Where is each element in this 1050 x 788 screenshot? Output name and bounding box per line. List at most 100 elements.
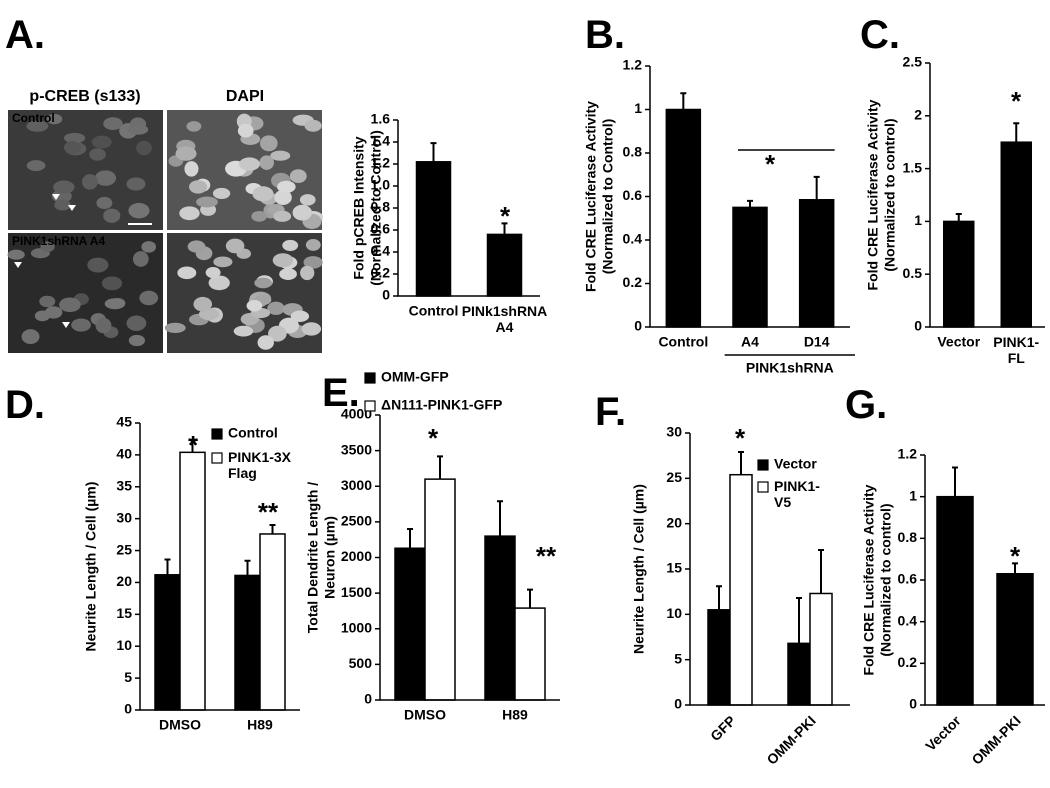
y-tick-label: 0.8	[623, 144, 643, 160]
arrowhead	[68, 205, 76, 211]
axis	[139, 423, 300, 711]
arrowhead	[52, 194, 60, 200]
nucleus	[81, 174, 98, 190]
y-axis-label: Total Dendrite Length /Neuron (µm)	[304, 482, 337, 634]
x-tick-label: PINK1-FL	[993, 334, 1039, 366]
nucleus	[63, 132, 86, 144]
nucleus	[53, 180, 75, 194]
error-bar	[189, 438, 196, 453]
y-tick-label: 0.4	[371, 243, 391, 259]
y-tick-label: 10	[116, 637, 132, 653]
nucleus	[259, 155, 274, 170]
nucleus	[189, 180, 208, 194]
axis	[689, 433, 850, 706]
nucleus	[212, 187, 231, 200]
bar	[809, 592, 833, 706]
nucleus	[274, 189, 292, 206]
error-bar	[430, 142, 437, 162]
y-tick-label: 10	[666, 605, 682, 621]
x-tick-label: PINk1shRNA A4	[462, 303, 548, 335]
nucleus	[87, 257, 109, 273]
nucleus	[164, 322, 186, 334]
nucleus	[273, 210, 292, 222]
panel-label: G.	[845, 383, 887, 427]
y-tick-label: 1	[914, 212, 922, 228]
y-tick-label: 0.4	[898, 612, 918, 628]
error-bar	[1013, 122, 1020, 143]
nucleus	[101, 276, 123, 291]
nucleus	[237, 123, 254, 138]
nucleus	[270, 150, 291, 161]
nucleus	[300, 265, 315, 281]
annotation: *	[735, 423, 746, 453]
nucleus	[252, 186, 274, 202]
nucleus	[238, 157, 260, 171]
x-tick-label: H89	[247, 717, 273, 733]
y-tick-label: 5	[124, 669, 132, 685]
x-tick-label: A4	[741, 334, 759, 350]
legend-label: PINK1-3X Flag	[228, 449, 292, 481]
error-bar	[813, 175, 820, 200]
y-tick-label: 25	[116, 541, 132, 557]
y-tick-label: 20	[666, 514, 682, 530]
y-tick-label: 45	[116, 414, 132, 430]
legend-swatch	[211, 428, 223, 440]
y-axis-label: Neurite Length / Cell (µm)	[631, 484, 647, 654]
legend-swatch	[364, 372, 376, 384]
nucleus	[54, 199, 71, 211]
legend-label: ΔN111-PINK1-GFP	[381, 397, 502, 413]
y-tick-label: 35	[116, 477, 132, 493]
nucleus	[34, 310, 51, 322]
image-label: PINK1shRNA A4	[12, 234, 105, 248]
bar	[424, 478, 456, 701]
y-tick-label: 1	[634, 100, 642, 116]
y-tick-label: 30	[666, 424, 682, 440]
nucleus	[141, 241, 157, 253]
nucleus	[290, 310, 310, 322]
y-tick-label: 2000	[341, 548, 372, 564]
nucleus	[136, 140, 152, 156]
nucleus	[128, 334, 146, 347]
nucleus	[132, 251, 149, 267]
error-bar	[437, 455, 443, 480]
nucleus	[233, 325, 254, 337]
x-tick-label: GFP	[707, 712, 739, 744]
error-bar	[952, 466, 958, 497]
y-tick-label: 15	[666, 560, 682, 576]
y-tick-label: 0	[674, 696, 682, 712]
y-tick-label: 0.8	[371, 199, 391, 215]
x-tick-label: Control	[409, 303, 459, 319]
y-tick-label: 3000	[341, 477, 372, 493]
annotation: *	[500, 201, 511, 231]
legend-swatch	[757, 459, 769, 471]
y-tick-label: 1000	[341, 619, 372, 635]
nucleus	[282, 239, 299, 252]
nucleus	[103, 208, 121, 223]
bar	[943, 220, 975, 328]
nucleus	[96, 196, 113, 210]
legend-swatch	[757, 481, 769, 493]
x-tick-label: DMSO	[159, 717, 201, 733]
bar	[514, 607, 546, 701]
nucleus	[39, 295, 56, 308]
y-tick-label: 500	[349, 655, 373, 671]
nucleus	[305, 238, 321, 251]
error-bar	[747, 199, 753, 208]
nucleus	[94, 170, 117, 186]
bar	[798, 199, 835, 328]
nucleus	[26, 120, 49, 132]
bar	[486, 233, 523, 297]
nucleus	[272, 253, 294, 268]
y-tick-label: 0.2	[371, 265, 391, 281]
y-tick-label: 0.8	[898, 529, 918, 545]
nucleus	[139, 290, 159, 306]
legend-swatch	[364, 400, 376, 412]
axis	[924, 455, 1045, 706]
bar	[665, 108, 702, 328]
y-tick-label: 5	[674, 650, 682, 666]
nucleus	[184, 161, 199, 177]
annotation: *	[428, 423, 439, 453]
nucleus	[126, 315, 147, 331]
y-tick-label: 15	[116, 605, 132, 621]
y-tick-label: 0	[909, 696, 917, 712]
